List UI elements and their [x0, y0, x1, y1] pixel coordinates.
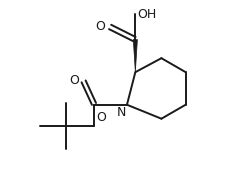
- Text: O: O: [69, 74, 79, 87]
- Text: O: O: [96, 111, 106, 124]
- Text: N: N: [116, 106, 126, 119]
- Text: OH: OH: [137, 8, 156, 21]
- Polygon shape: [133, 40, 137, 72]
- Text: O: O: [95, 20, 105, 33]
